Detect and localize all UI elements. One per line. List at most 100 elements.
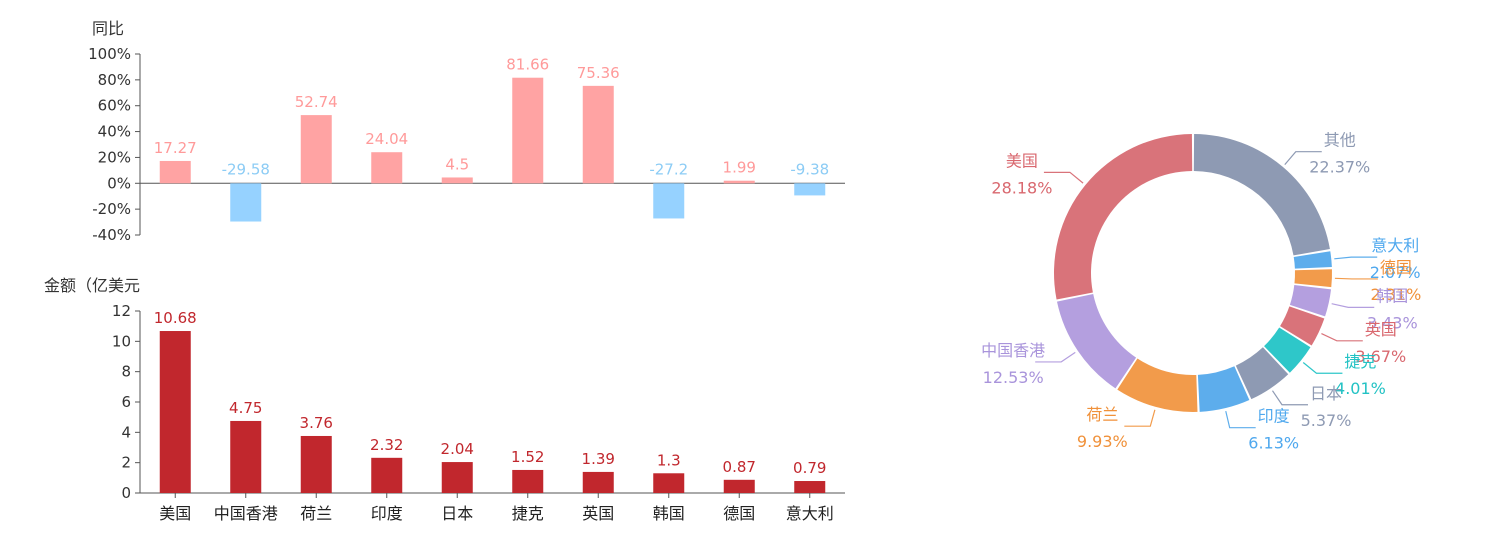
bar bbox=[723, 180, 755, 184]
data-label: -29.58 bbox=[222, 160, 270, 178]
data-label: 24.04 bbox=[365, 130, 408, 148]
bar bbox=[441, 177, 473, 184]
leader-line bbox=[1334, 256, 1378, 260]
x-tick-label: 意大利 bbox=[786, 504, 834, 523]
y-tick-label: 0 bbox=[121, 484, 131, 502]
y-tick-label: -20% bbox=[92, 200, 131, 218]
bar bbox=[582, 85, 614, 184]
data-label: 75.36 bbox=[577, 64, 620, 82]
x-tick-label: 荷兰 bbox=[300, 504, 332, 523]
data-label: 2.04 bbox=[441, 440, 474, 458]
leader-line bbox=[1271, 390, 1308, 406]
leader-line bbox=[1302, 362, 1343, 374]
bar bbox=[794, 183, 826, 196]
bar bbox=[441, 462, 473, 493]
amount-bar-chart: 金额（亿美元 12 10 8 6 4 2 0 10.68 美国 4.75 中国香港 3.76 荷兰 2.32… bbox=[44, 276, 845, 523]
bar bbox=[300, 115, 332, 184]
x-tick-label: 捷克 bbox=[512, 504, 544, 523]
y-tick-label: 12 bbox=[112, 302, 131, 320]
x-tick-label: 韩国 bbox=[653, 504, 685, 523]
y-axis-title: 金额（亿美元 bbox=[44, 276, 140, 295]
data-label: 1.39 bbox=[582, 450, 615, 468]
data-label: 3.76 bbox=[300, 414, 333, 432]
donut-slice bbox=[1235, 347, 1289, 400]
slice-percent-label: 22.37% bbox=[1309, 158, 1370, 177]
data-label: 1.52 bbox=[511, 448, 544, 466]
y-tick-label: 2 bbox=[121, 454, 131, 472]
leader-line bbox=[1035, 351, 1076, 363]
y-tick-label: 80% bbox=[98, 71, 131, 89]
data-label: -27.2 bbox=[649, 160, 688, 178]
slice-name-label: 意大利 bbox=[1371, 236, 1419, 255]
yoy-bar-chart: 同比 100% 80% 60% 40% 20% 0% -20% -40% 17.27 -29.58 5… bbox=[88, 19, 845, 244]
donut-slice bbox=[1056, 294, 1137, 389]
y-tick-label: 6 bbox=[121, 393, 131, 411]
data-label: -9.38 bbox=[790, 160, 829, 178]
bar bbox=[512, 77, 544, 184]
slice-name-label: 日本 bbox=[1310, 384, 1342, 403]
bar bbox=[371, 152, 403, 184]
x-tick-label: 中国香港 bbox=[214, 504, 278, 523]
y-tick-label: -40% bbox=[92, 226, 131, 244]
x-tick-label: 英国 bbox=[582, 504, 614, 523]
y-axis-title: 同比 bbox=[92, 19, 124, 38]
x-tick-label: 美国 bbox=[159, 504, 191, 523]
donut-slice bbox=[1294, 269, 1332, 288]
slice-name-label: 美国 bbox=[1006, 151, 1038, 170]
data-label: 1.99 bbox=[723, 159, 756, 177]
data-label: 10.68 bbox=[154, 309, 197, 327]
data-label: 0.79 bbox=[793, 459, 826, 477]
bar bbox=[230, 420, 262, 493]
leader-line bbox=[1284, 151, 1322, 166]
slice-name-label: 韩国 bbox=[1376, 286, 1408, 305]
bar bbox=[723, 479, 755, 493]
leader-line bbox=[1334, 277, 1378, 280]
y-tick-label: 10 bbox=[112, 332, 131, 350]
slice-name-label: 捷克 bbox=[1344, 352, 1376, 371]
y-tick-label: 40% bbox=[98, 123, 131, 141]
data-label: 52.74 bbox=[295, 93, 338, 111]
bar bbox=[159, 160, 191, 184]
y-tick-label: 8 bbox=[121, 363, 131, 381]
share-donut-chart: 其他 22.37% 意大利 2.07%德国 2.31%韩国 3.43%英国 3.67%捷克 4… bbox=[981, 131, 1421, 453]
donut-slice bbox=[1280, 306, 1325, 346]
data-label: 2.32 bbox=[370, 436, 403, 454]
slice-name-label: 德国 bbox=[1380, 258, 1412, 277]
x-tick-label: 德国 bbox=[723, 504, 755, 523]
slice-percent-label: 4.01% bbox=[1335, 379, 1386, 398]
leader-line bbox=[1124, 409, 1156, 427]
bar bbox=[371, 457, 403, 493]
x-tick-label: 日本 bbox=[441, 504, 473, 523]
bar bbox=[794, 481, 826, 493]
slice-percent-label: 12.53% bbox=[983, 368, 1044, 387]
slice-percent-label: 3.43% bbox=[1367, 313, 1418, 332]
bar bbox=[582, 471, 614, 493]
slice-name-label: 荷兰 bbox=[1086, 405, 1118, 424]
donut-slice bbox=[1289, 284, 1332, 317]
donut-slice bbox=[1053, 134, 1193, 300]
leader-line bbox=[1321, 333, 1363, 342]
donut-slice bbox=[1264, 327, 1311, 373]
slice-name-label: 其他 bbox=[1324, 131, 1356, 150]
bar bbox=[653, 183, 685, 219]
leader-line bbox=[1225, 411, 1256, 429]
slice-percent-label: 2.31% bbox=[1370, 285, 1421, 304]
data-label: 17.27 bbox=[154, 139, 197, 157]
y-tick-label: 60% bbox=[98, 97, 131, 115]
slice-percent-label: 3.67% bbox=[1355, 347, 1406, 366]
slice-name-label: 中国香港 bbox=[981, 341, 1045, 360]
data-label: 0.87 bbox=[723, 458, 756, 476]
bar bbox=[512, 469, 544, 493]
slice-percent-label: 9.93% bbox=[1077, 432, 1128, 451]
slice-percent-label: 28.18% bbox=[991, 178, 1052, 197]
y-tick-label: 100% bbox=[88, 45, 131, 63]
donut-slice bbox=[1293, 251, 1332, 269]
slice-percent-label: 6.13% bbox=[1248, 434, 1299, 453]
y-tick-label: 4 bbox=[121, 423, 131, 441]
data-label: 1.3 bbox=[657, 451, 681, 469]
bar bbox=[300, 435, 332, 493]
data-label: 4.75 bbox=[229, 399, 262, 417]
donut-slice bbox=[1193, 134, 1330, 256]
slice-percent-label: 5.37% bbox=[1301, 411, 1352, 430]
